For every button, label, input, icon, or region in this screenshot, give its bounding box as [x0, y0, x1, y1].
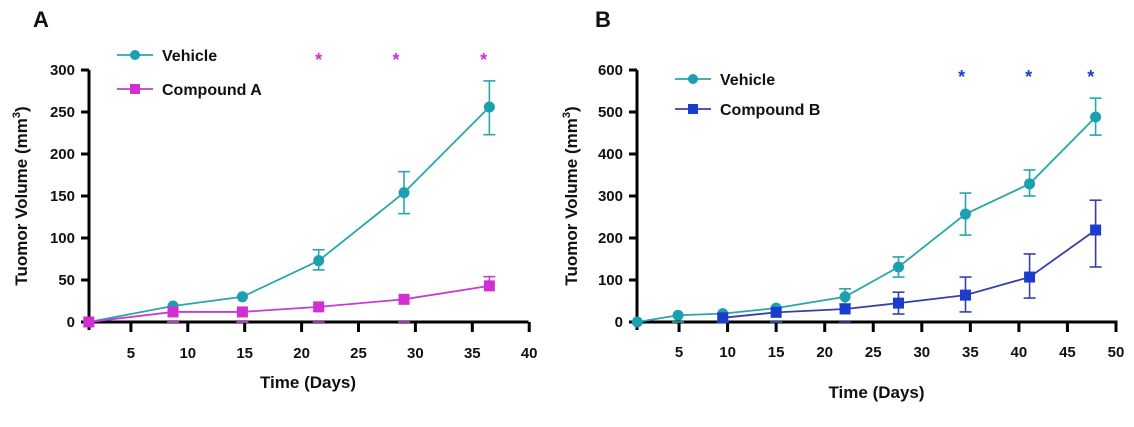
x-tick-label: 45	[1059, 344, 1076, 361]
x-tick-label: 20	[816, 344, 833, 361]
data-point-square	[1090, 224, 1102, 236]
legend-label: Vehicle	[720, 72, 775, 89]
legend-entry: Vehicle	[117, 48, 217, 65]
series-line	[637, 116, 1097, 323]
y-tick-label: 100	[598, 272, 623, 289]
legend-marker-square	[688, 104, 698, 114]
panel-a: A 0 50 100 150 200 250 300 5 10 15 20 25 30 35 40 Time (…	[11, 7, 538, 392]
data-point-circle	[631, 316, 643, 328]
data-point-circle	[672, 309, 684, 321]
x-tick-label: 15	[768, 344, 785, 361]
x-tick-label: 10	[719, 344, 736, 361]
x-tick-label: 30	[407, 345, 424, 362]
data-point-square	[236, 306, 248, 318]
data-point-square	[167, 306, 179, 318]
x-tick-label: 40	[1011, 344, 1028, 361]
data-point-square	[717, 312, 729, 324]
data-point-circle	[483, 101, 495, 113]
data-point-square	[83, 316, 95, 328]
legend-label: Compound A	[162, 82, 262, 99]
y-tick-label: 300	[598, 188, 623, 205]
data-point-square	[483, 280, 495, 292]
x-tick-label: 50	[1108, 344, 1125, 361]
data-point-circle	[959, 208, 971, 220]
y-tick-label: 300	[50, 62, 75, 79]
panel-label: B	[595, 7, 611, 32]
y-tick-label: 600	[598, 62, 623, 79]
significance-marker: *	[315, 50, 322, 70]
x-tick-label: 5	[127, 345, 135, 362]
legend-entry: Compound B	[675, 102, 820, 119]
data-point-square	[398, 293, 410, 305]
significance-marker: *	[1025, 67, 1032, 87]
significance-marker: *	[958, 67, 965, 87]
significance-marker: *	[1087, 67, 1094, 87]
y-tick-label: 400	[598, 146, 623, 163]
x-tick-label: 25	[350, 345, 367, 362]
legend-entry: Vehicle	[675, 72, 775, 89]
panel-b: B 0 100 200 300 400 500 600 5 10 15 20 25 30 35 40 45 50 T…	[561, 7, 1124, 402]
y-tick-label: 0	[67, 314, 75, 331]
data-point-square	[313, 301, 325, 313]
data-point-square	[770, 306, 782, 318]
data-point-circle	[236, 291, 248, 303]
data-point-circle	[892, 261, 904, 273]
data-point-square	[839, 303, 851, 315]
legend-label: Compound B	[720, 102, 820, 119]
y-axis-title: Tuomor Volume (mm3)	[11, 106, 31, 285]
x-tick-label: 10	[179, 345, 196, 362]
y-axis-title: Tuomor Volume (mm3)	[561, 106, 581, 285]
series-vehicle	[83, 80, 496, 328]
x-tick-label: 35	[464, 345, 481, 362]
data-point-circle	[1090, 111, 1102, 123]
legend-marker-square	[130, 84, 140, 94]
significance-marker: *	[480, 50, 487, 70]
legend-marker-circle	[130, 50, 140, 60]
y-tick-label: 500	[598, 104, 623, 121]
series-compound-b	[716, 199, 1102, 324]
series-line	[88, 106, 491, 323]
y-tick-label: 50	[58, 272, 75, 289]
data-point-circle	[839, 291, 851, 303]
legend-marker-circle	[688, 74, 698, 84]
x-tick-label: 35	[962, 344, 979, 361]
x-tick-label: 30	[913, 344, 930, 361]
data-point-square	[892, 297, 904, 309]
y-tick-label: 200	[598, 230, 623, 247]
series-line	[88, 284, 490, 323]
data-point-circle	[1024, 178, 1036, 190]
legend-label: Vehicle	[162, 48, 217, 65]
x-axis-title: Time (Days)	[260, 373, 356, 392]
data-point-square	[959, 289, 971, 301]
x-axis-title: Time (Days)	[828, 383, 924, 402]
y-tick-label: 200	[50, 146, 75, 163]
data-point-circle	[313, 255, 325, 267]
y-tick-label: 150	[50, 188, 75, 205]
legend-entry: Compound A	[117, 82, 262, 99]
y-tick-label: 250	[50, 104, 75, 121]
panel-label: A	[33, 7, 49, 32]
x-tick-label: 25	[865, 344, 882, 361]
series-compound-a	[83, 275, 496, 328]
x-tick-label: 40	[521, 345, 538, 362]
x-tick-label: 20	[293, 345, 310, 362]
y-tick-label: 100	[50, 230, 75, 247]
data-point-circle	[398, 187, 410, 199]
data-point-square	[1024, 271, 1036, 283]
x-tick-label: 5	[675, 344, 683, 361]
series-vehicle	[631, 97, 1102, 328]
x-tick-label: 15	[236, 345, 253, 362]
significance-marker: *	[393, 50, 400, 70]
y-tick-label: 0	[615, 314, 623, 331]
